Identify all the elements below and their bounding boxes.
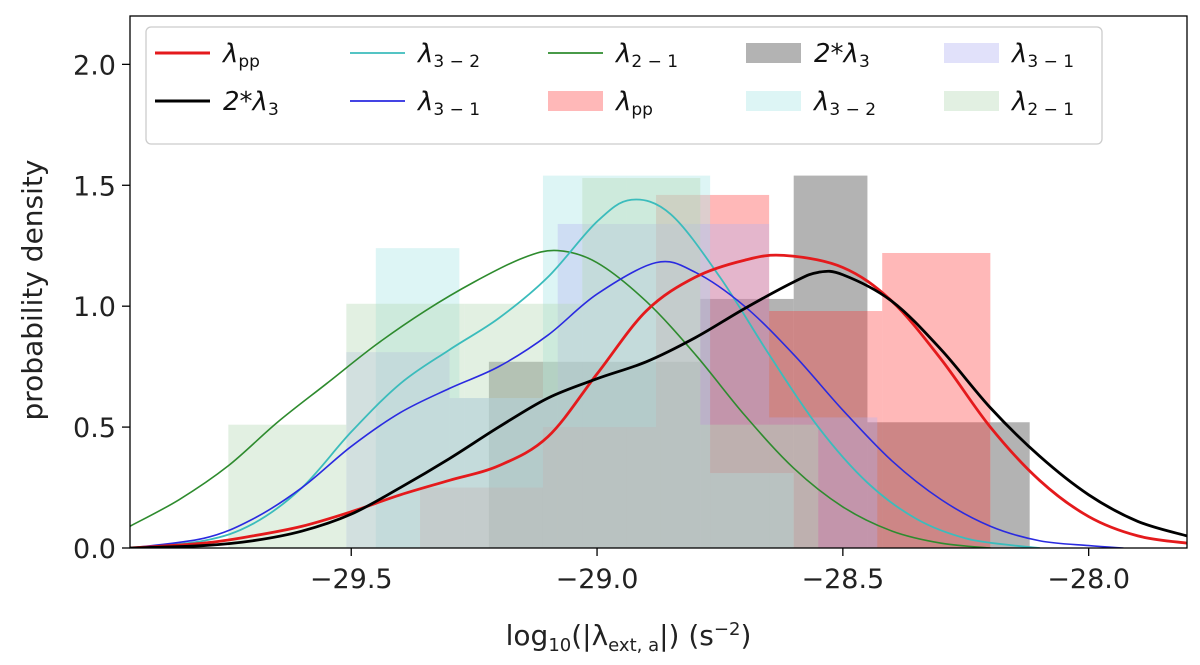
legend-label: λ3 − 1 xyxy=(1010,39,1074,72)
legend-label: 2*λ3 xyxy=(814,39,870,72)
kde-line-3 xyxy=(130,260,1124,548)
kde-line-5 xyxy=(130,269,1187,548)
legend-label: λ3 − 2 xyxy=(812,87,876,120)
histogram-bar xyxy=(769,417,878,548)
x-tick-label: −28.5 xyxy=(801,564,884,595)
y-axis: 0.0 0.5 1.0 1.5 2.0 xyxy=(73,50,130,565)
histogram-series-1 xyxy=(488,175,1030,548)
histogram-series-4 xyxy=(346,223,878,548)
histogram-bar xyxy=(793,175,868,548)
histogram-bar xyxy=(464,303,583,548)
histogram-bar xyxy=(700,424,819,548)
histogram-bar xyxy=(660,223,770,548)
legend-patch-swatch xyxy=(746,91,801,111)
legend-item: λ3 − 2 xyxy=(746,87,876,120)
histogram-bar xyxy=(542,427,657,548)
legend-patch-swatch xyxy=(944,91,999,111)
legend-patch-swatch xyxy=(548,91,603,111)
legend-box xyxy=(145,26,1103,145)
x-tick-label: −28.0 xyxy=(1047,564,1130,595)
x-axis: −29.5 −29.0 −28.5 −28.0 xyxy=(310,548,1130,595)
legend-item: λpp xyxy=(548,87,653,120)
histogram-bar xyxy=(867,422,991,548)
legend-patch-swatch xyxy=(746,43,801,63)
legend-label: λ2 − 1 xyxy=(1010,87,1074,120)
y-tick-label: 0.0 xyxy=(73,534,116,565)
x-axis-label: log10(|λext, a|) (s−2) xyxy=(506,619,752,656)
histogram-series-5 xyxy=(228,178,819,548)
histogram-bar xyxy=(420,487,543,548)
histogram-bar xyxy=(346,303,465,548)
y-axis-label: probability density xyxy=(16,160,49,421)
legend-label: λpp xyxy=(614,87,653,120)
legend: λpp 2*λ3 λ3 − 2 λ3 − 1 λ2 − 1 λpp 2*λ3 λ3 − 2 λ3… xyxy=(145,26,1103,145)
legend-item: λ3 − 2 xyxy=(350,39,480,72)
legend-label: λ3 − 1 xyxy=(416,87,480,120)
histogram-bar xyxy=(228,424,347,548)
legend-label: λpp xyxy=(221,39,260,72)
legend-label: λ2 − 1 xyxy=(614,39,678,72)
x-tick-label: −29.5 xyxy=(310,564,393,595)
y-tick-label: 1.5 xyxy=(73,171,116,202)
histogram-bar xyxy=(656,194,770,548)
legend-patch-swatch xyxy=(944,43,999,63)
x-tick-label: −29.0 xyxy=(556,564,639,595)
histogram-bar xyxy=(710,473,794,548)
legend-label: 2*λ3 xyxy=(223,87,279,120)
y-tick-label: 0.5 xyxy=(73,413,116,444)
legend-label: λ3 − 2 xyxy=(416,39,480,72)
histogram-bars xyxy=(228,175,1030,548)
histogram-bar xyxy=(700,298,794,548)
histogram-bar xyxy=(542,175,627,548)
kde-line-1 xyxy=(130,249,992,548)
legend-item: λ2 − 1 xyxy=(548,39,678,72)
legend-item: 2*λ3 xyxy=(746,39,870,72)
histogram-bar xyxy=(769,311,883,548)
histogram-series-2 xyxy=(420,194,991,548)
histogram-series-3 xyxy=(375,175,794,548)
histogram-bar xyxy=(990,422,1030,548)
legend-item: λ3 − 1 xyxy=(350,87,480,120)
legend-item: 2*λ3 xyxy=(155,87,279,120)
kde-line-2 xyxy=(130,198,1041,548)
y-tick-label: 2.0 xyxy=(73,50,116,81)
legend-item: λpp xyxy=(155,39,260,72)
histogram-bar xyxy=(882,252,991,548)
plot-frame xyxy=(129,15,1188,549)
kde-line-4 xyxy=(130,253,1187,548)
legend-item: λ3 − 1 xyxy=(944,39,1074,72)
legend-item: λ2 − 1 xyxy=(944,87,1074,120)
y-tick-label: 1.0 xyxy=(73,292,116,323)
histogram-bar xyxy=(626,175,711,548)
kde-curves xyxy=(130,198,1187,548)
